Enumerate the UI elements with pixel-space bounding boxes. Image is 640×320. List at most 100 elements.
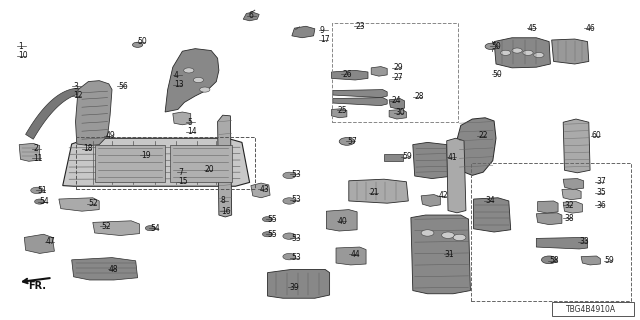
Polygon shape bbox=[349, 179, 408, 203]
Text: 59: 59 bbox=[402, 152, 412, 161]
Circle shape bbox=[512, 48, 522, 53]
Circle shape bbox=[200, 87, 210, 92]
Polygon shape bbox=[421, 195, 440, 206]
Polygon shape bbox=[72, 258, 138, 280]
Text: 19: 19 bbox=[141, 151, 150, 160]
Polygon shape bbox=[165, 49, 219, 112]
Text: 29: 29 bbox=[394, 63, 403, 72]
Text: 36: 36 bbox=[596, 201, 606, 210]
Circle shape bbox=[339, 138, 355, 145]
Text: 33: 33 bbox=[579, 237, 589, 246]
Text: 47: 47 bbox=[46, 237, 56, 246]
Text: 45: 45 bbox=[528, 24, 538, 33]
Text: 12: 12 bbox=[74, 92, 83, 100]
Text: 24: 24 bbox=[392, 96, 401, 105]
Polygon shape bbox=[536, 213, 562, 225]
Text: 35: 35 bbox=[596, 188, 606, 197]
Circle shape bbox=[132, 42, 143, 47]
Text: FR.: FR. bbox=[28, 281, 46, 292]
Polygon shape bbox=[538, 201, 558, 213]
Text: 58: 58 bbox=[549, 256, 559, 265]
Circle shape bbox=[541, 256, 557, 264]
Polygon shape bbox=[26, 88, 104, 139]
Bar bbox=[384, 154, 403, 161]
Text: 14: 14 bbox=[187, 127, 196, 136]
Circle shape bbox=[453, 234, 466, 241]
Text: 26: 26 bbox=[342, 70, 352, 79]
Text: 25: 25 bbox=[338, 106, 348, 115]
Text: 34: 34 bbox=[485, 196, 495, 205]
Text: 60: 60 bbox=[592, 132, 602, 140]
Text: 54: 54 bbox=[40, 197, 49, 206]
Polygon shape bbox=[218, 115, 232, 217]
Circle shape bbox=[283, 233, 296, 239]
Polygon shape bbox=[63, 138, 250, 186]
Polygon shape bbox=[562, 189, 581, 200]
Text: 48: 48 bbox=[109, 265, 118, 274]
Text: 49: 49 bbox=[106, 132, 115, 140]
Circle shape bbox=[145, 226, 156, 231]
Bar bbox=[95, 145, 165, 182]
Text: 11: 11 bbox=[33, 154, 43, 163]
Text: 13: 13 bbox=[174, 80, 184, 89]
Text: 7: 7 bbox=[178, 168, 183, 177]
Text: 55: 55 bbox=[268, 215, 277, 224]
Text: 5: 5 bbox=[187, 118, 192, 127]
Text: 18: 18 bbox=[83, 144, 93, 153]
Text: 2: 2 bbox=[33, 144, 38, 153]
Polygon shape bbox=[456, 118, 496, 175]
Polygon shape bbox=[76, 81, 112, 146]
Circle shape bbox=[283, 172, 296, 179]
Polygon shape bbox=[292, 26, 315, 38]
Text: 41: 41 bbox=[448, 153, 458, 162]
Circle shape bbox=[442, 232, 454, 238]
Text: 22: 22 bbox=[479, 132, 488, 140]
Bar bbox=[552, 302, 634, 316]
Polygon shape bbox=[268, 269, 330, 298]
Text: 40: 40 bbox=[338, 217, 348, 226]
Bar bbox=[471, 163, 631, 301]
Text: 50: 50 bbox=[493, 70, 502, 79]
Polygon shape bbox=[93, 221, 140, 236]
Text: 3: 3 bbox=[74, 82, 79, 91]
Circle shape bbox=[421, 230, 434, 236]
Text: 52: 52 bbox=[88, 199, 98, 208]
Circle shape bbox=[283, 253, 296, 260]
Text: 53: 53 bbox=[291, 253, 301, 262]
Text: 56: 56 bbox=[118, 82, 128, 91]
Polygon shape bbox=[333, 90, 387, 98]
Circle shape bbox=[184, 68, 194, 73]
Polygon shape bbox=[563, 202, 582, 213]
Text: 39: 39 bbox=[289, 283, 299, 292]
Text: 42: 42 bbox=[438, 191, 448, 200]
Text: 54: 54 bbox=[150, 224, 160, 233]
Circle shape bbox=[485, 43, 498, 50]
Text: 59: 59 bbox=[605, 256, 614, 265]
Polygon shape bbox=[389, 109, 406, 119]
Circle shape bbox=[31, 187, 44, 194]
Polygon shape bbox=[336, 247, 366, 265]
Polygon shape bbox=[371, 67, 387, 76]
Text: 52: 52 bbox=[101, 222, 111, 231]
Circle shape bbox=[35, 199, 45, 204]
Polygon shape bbox=[389, 99, 404, 109]
Polygon shape bbox=[581, 256, 600, 265]
Polygon shape bbox=[332, 109, 347, 118]
Polygon shape bbox=[19, 143, 40, 161]
Polygon shape bbox=[59, 198, 99, 211]
Text: 55: 55 bbox=[268, 230, 277, 239]
Text: 8: 8 bbox=[221, 196, 225, 205]
Bar bbox=[76, 137, 255, 189]
Text: 53: 53 bbox=[291, 234, 301, 243]
Polygon shape bbox=[552, 39, 589, 64]
Polygon shape bbox=[326, 210, 357, 231]
Bar bbox=[170, 145, 232, 182]
Text: 10: 10 bbox=[18, 52, 28, 60]
Polygon shape bbox=[536, 237, 588, 249]
Circle shape bbox=[500, 50, 511, 55]
Polygon shape bbox=[332, 70, 368, 80]
Text: 57: 57 bbox=[347, 137, 356, 146]
Polygon shape bbox=[413, 142, 448, 179]
Text: TBG4B4910A: TBG4B4910A bbox=[566, 305, 616, 314]
Circle shape bbox=[523, 50, 533, 55]
